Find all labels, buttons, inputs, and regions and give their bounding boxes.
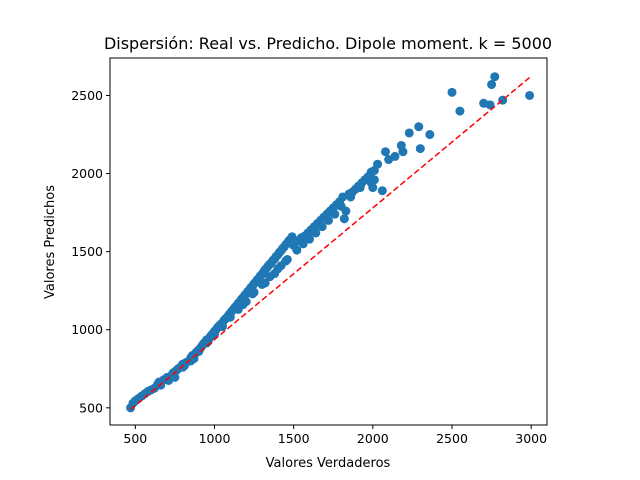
x-tick-label: 1500 [278, 431, 310, 446]
data-point [381, 147, 390, 157]
data-point [324, 215, 333, 225]
data-point [178, 362, 188, 372]
data-point [330, 209, 340, 219]
data-point [317, 222, 327, 232]
data-point [377, 186, 387, 196]
data-point [282, 254, 292, 264]
chart-title: Dispersión: Real vs. Predicho. Dipole mo… [104, 34, 552, 53]
y-tick-label: 2500 [71, 88, 103, 103]
data-point [487, 80, 497, 90]
data-point [248, 289, 257, 299]
plot-area [126, 72, 535, 413]
x-tick-label: 2500 [436, 431, 468, 446]
data-point [390, 151, 400, 161]
data-point [311, 228, 321, 238]
data-point [305, 234, 314, 244]
data-point [298, 239, 308, 249]
data-point [217, 322, 227, 332]
y-axis-ticks: 500 1000 1500 2000 2500 [71, 88, 110, 415]
data-point [260, 278, 270, 288]
data-point [525, 90, 535, 100]
data-point [339, 214, 349, 224]
data-point [414, 122, 424, 132]
reference-line [130, 76, 531, 410]
y-axis-label: Valores Predichos [43, 185, 58, 299]
x-axis-ticks: 500 1000 1500 2000 2500 3000 [123, 425, 547, 446]
data-point [398, 147, 408, 157]
data-point [186, 356, 196, 366]
data-point [346, 192, 356, 202]
data-point [373, 159, 383, 169]
data-point [225, 312, 235, 322]
data-point [355, 183, 365, 193]
data-point [270, 269, 280, 279]
plot-frame [109, 57, 548, 426]
data-point [455, 106, 465, 116]
y-tick-label: 1500 [71, 244, 103, 259]
data-point [425, 130, 435, 140]
data-point [490, 72, 500, 82]
data-point [369, 175, 379, 185]
x-tick-label: 500 [123, 431, 147, 446]
data-point [415, 144, 425, 154]
x-axis-label: Valores Verdaderos [266, 456, 391, 471]
data-point [447, 87, 457, 97]
data-point [210, 329, 219, 339]
x-tick-label: 1000 [199, 431, 231, 446]
data-point [368, 183, 378, 193]
y-tick-label: 500 [79, 400, 103, 415]
data-point [292, 245, 302, 255]
data-point [238, 300, 248, 310]
data-point [336, 201, 346, 211]
data-point [485, 100, 495, 110]
y-tick-label: 2000 [71, 166, 103, 181]
data-point [404, 128, 414, 138]
x-tick-label: 3000 [515, 431, 547, 446]
y-tick-label: 1000 [71, 322, 103, 337]
x-tick-label: 2000 [357, 431, 389, 446]
data-point [276, 261, 286, 271]
